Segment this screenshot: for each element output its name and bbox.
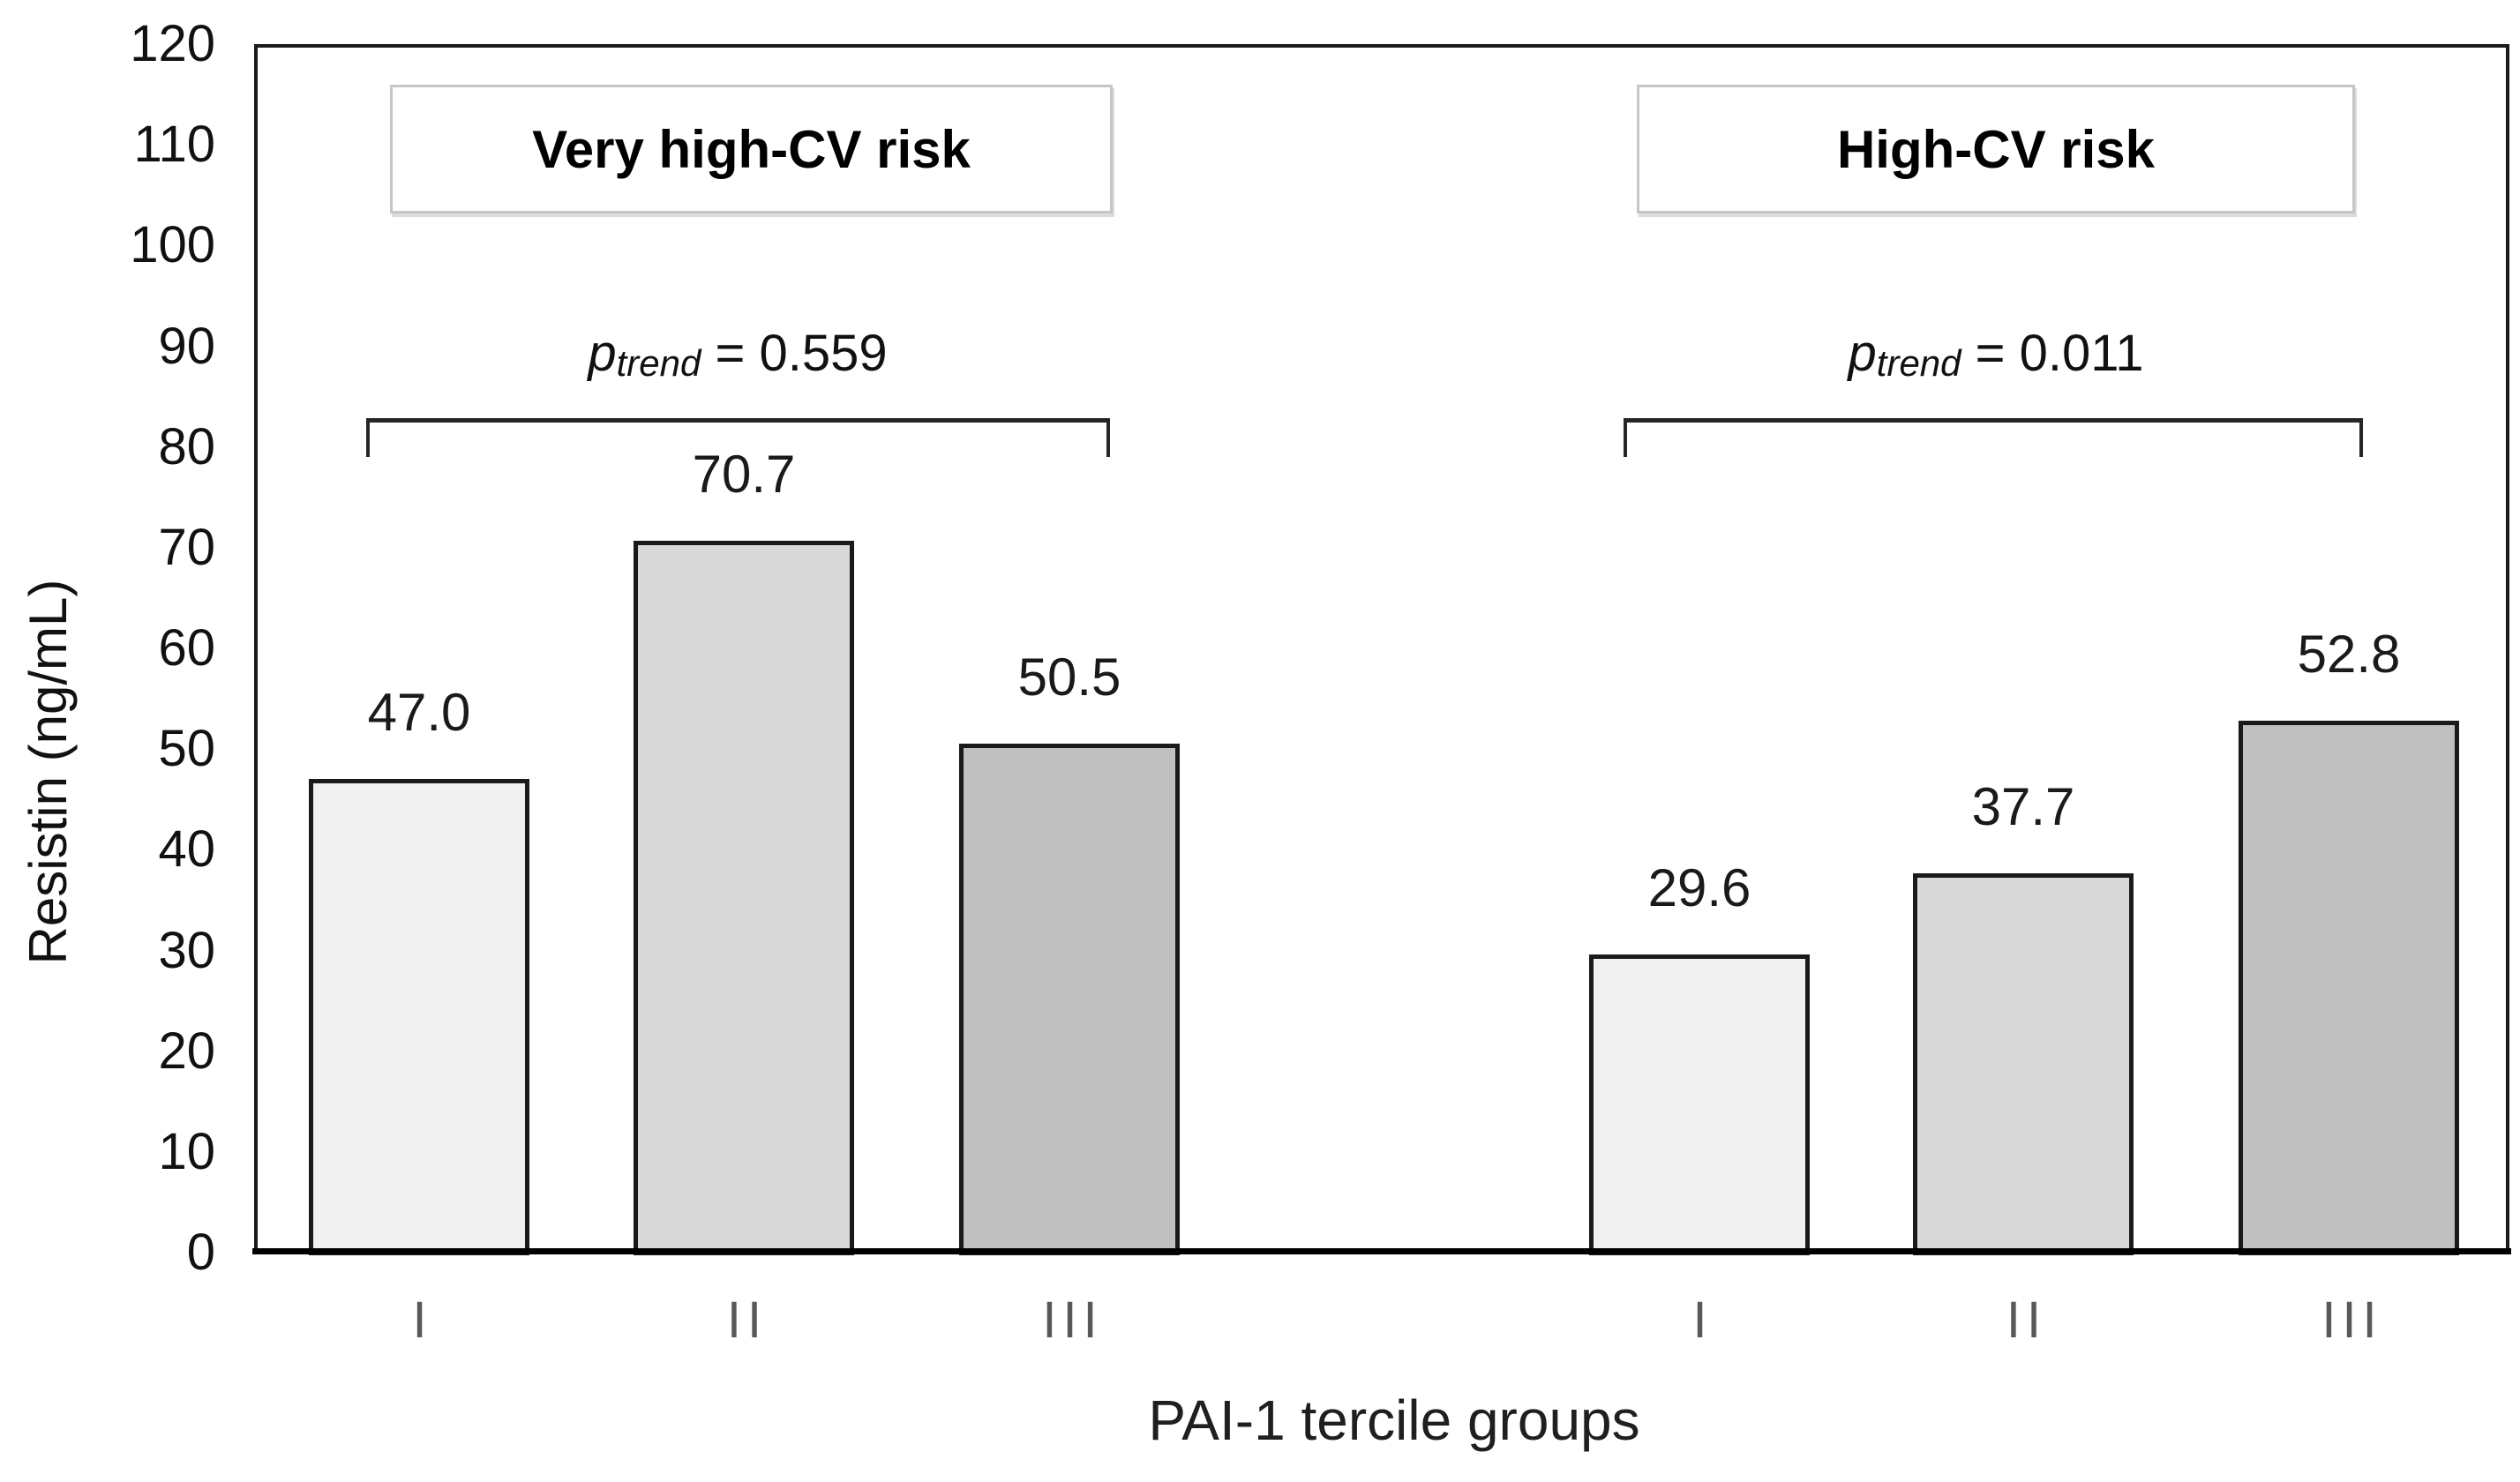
bar xyxy=(634,540,854,1255)
y-tick-label: 80 xyxy=(158,417,215,475)
bar xyxy=(1589,954,1810,1255)
y-tick-label: 0 xyxy=(186,1224,215,1281)
x-tick-label: III xyxy=(1042,1291,1104,1349)
y-tick-label: 90 xyxy=(158,317,215,375)
bar xyxy=(2239,721,2459,1255)
p-subscript: trend xyxy=(616,342,701,384)
x-tick-label: I xyxy=(412,1291,433,1349)
y-tick-label: 10 xyxy=(158,1122,215,1180)
y-tick-label: 50 xyxy=(158,720,215,778)
p-trend-label: ptrend = 0.011 xyxy=(1848,325,2144,384)
bar xyxy=(309,779,529,1255)
y-tick-label: 40 xyxy=(158,820,215,879)
bar xyxy=(959,744,1180,1255)
y-tick-label: 120 xyxy=(130,15,215,72)
bar xyxy=(1913,872,2134,1255)
bar-value-label: 70.7 xyxy=(692,444,796,504)
bar-value-label: 37.7 xyxy=(1971,776,2075,836)
p-variable: p xyxy=(1848,325,1877,382)
bar-value-label: 50.5 xyxy=(1017,647,1121,707)
p-trend-label: ptrend = 0.559 xyxy=(588,325,888,384)
trend-bracket xyxy=(366,418,1110,457)
x-tick-label: I xyxy=(1692,1291,1714,1349)
y-tick-label: 30 xyxy=(158,921,215,979)
panel-label-box: High-CV risk xyxy=(1637,85,2355,213)
y-tick-label: 110 xyxy=(133,116,215,174)
p-subscript: trend xyxy=(1876,342,1961,384)
p-variable: p xyxy=(588,325,617,382)
x-tick-label: III xyxy=(2321,1291,2383,1349)
x-tick-label: II xyxy=(726,1291,769,1349)
y-tick-label: 100 xyxy=(130,216,215,274)
y-tick-label: 20 xyxy=(158,1022,215,1080)
x-axis-title: PAI-1 tercile groups xyxy=(1148,1388,1640,1452)
bar-value-label: 47.0 xyxy=(367,683,471,743)
y-tick-label: 70 xyxy=(158,518,215,576)
bar-value-label: 29.6 xyxy=(1647,858,1751,918)
y-tick-label: 60 xyxy=(158,619,215,677)
x-axis-line xyxy=(252,1248,2511,1254)
x-tick-label: II xyxy=(2006,1291,2048,1349)
trend-bracket xyxy=(1624,418,2363,457)
bar-value-label: 52.8 xyxy=(2297,625,2401,685)
panel-label-box: Very high-CV risk xyxy=(390,85,1113,213)
plot-frame xyxy=(254,44,2509,1253)
